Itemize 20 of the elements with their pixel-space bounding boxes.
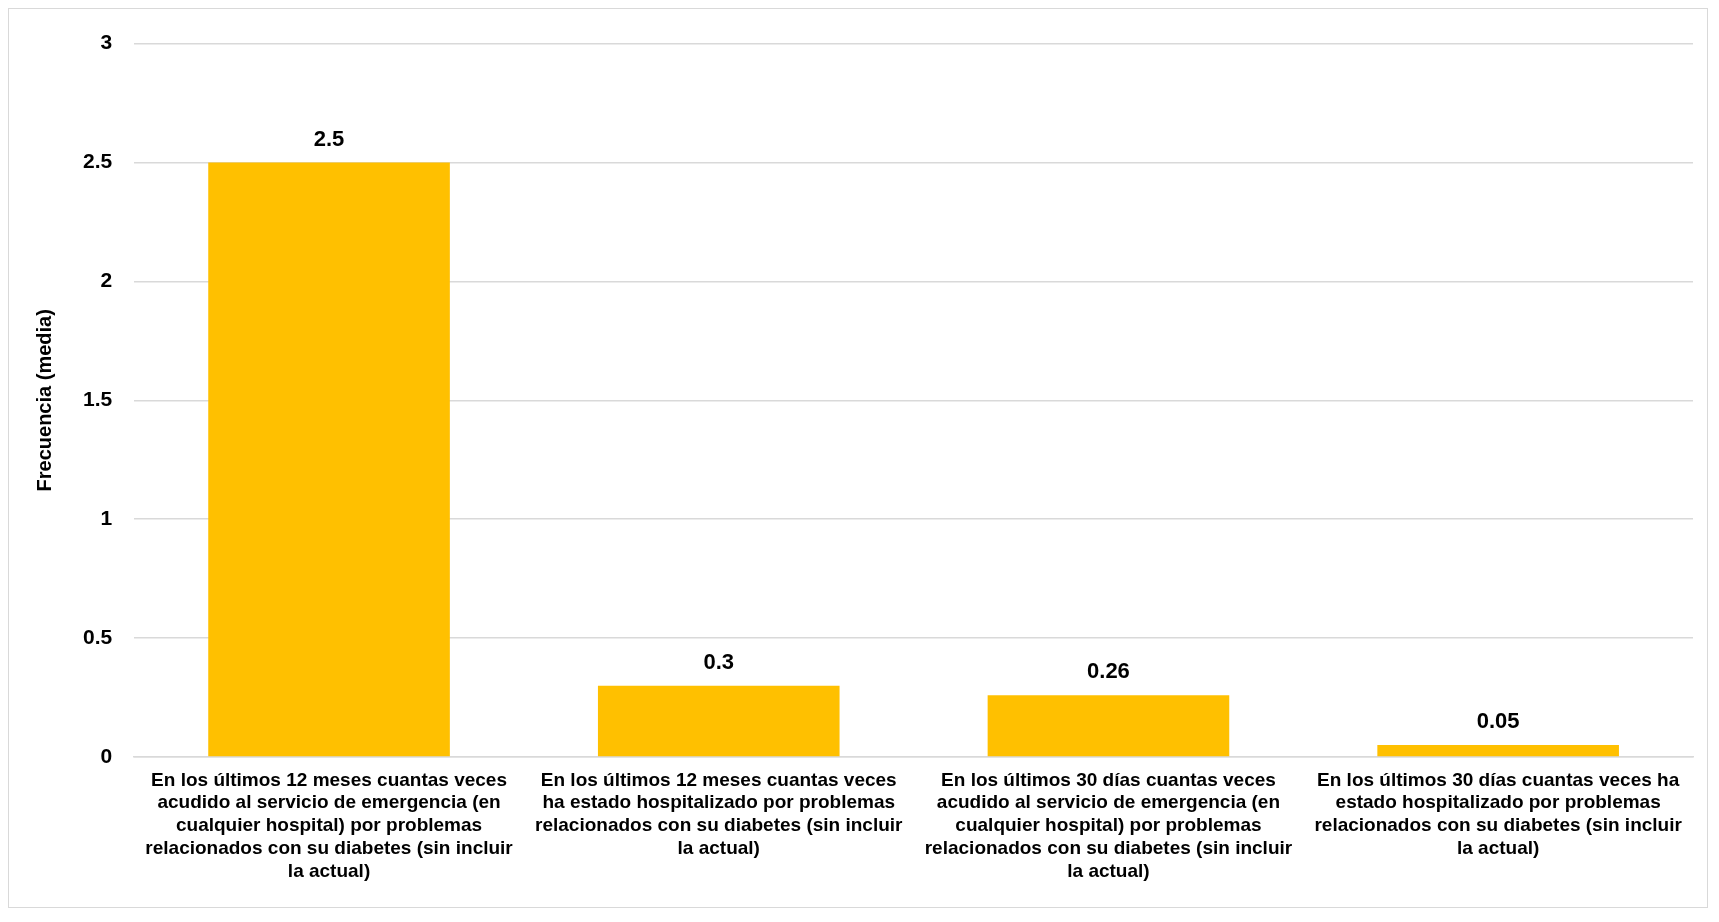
data-label: 2.5 <box>313 125 345 151</box>
y-tick-label: 0.5 <box>82 624 113 648</box>
x-tick-label: En los últimos 12 meses cuantas veces acudido al servicio de emergencia (en cualquier hospital) por problemas relacionados con su diabetes (sin incluir la actual) <box>145 768 514 881</box>
bar <box>208 162 450 757</box>
y-tick-label: 2 <box>100 268 113 292</box>
x-tick-label: En los últimos 30 días cuantas veces ha estado hospitalizado por problemas relacionados con su diabetes (sin incluir la actual) <box>1314 768 1683 859</box>
data-label: 0.05 <box>1476 708 1520 734</box>
y-tick-label: 0 <box>100 743 113 767</box>
bar <box>597 685 840 757</box>
y-axis-title: Frecuencia (media) <box>32 309 55 492</box>
y-tick-label: 1.5 <box>82 387 113 411</box>
x-tick-label: En los últimos 12 meses cuantas veces ha estado hospitalizado por problemas relacionados con su diabetes (sin incluir la actual) <box>535 768 904 859</box>
bar <box>1377 745 1619 757</box>
y-tick-label: 1 <box>100 506 113 529</box>
data-label: 0.3 <box>703 648 735 674</box>
y-tick-label: 2.5 <box>82 149 113 173</box>
y-tick-label: 3 <box>100 30 113 54</box>
data-label: 0.26 <box>1087 658 1130 684</box>
x-tick-label: En los últimos 30 días cuantas veces acudido al servicio de emergencia (en cualquier hospital) por problemas relacionados con su diabetes (sin incluir la actual) <box>924 768 1293 881</box>
bar <box>987 695 1230 757</box>
